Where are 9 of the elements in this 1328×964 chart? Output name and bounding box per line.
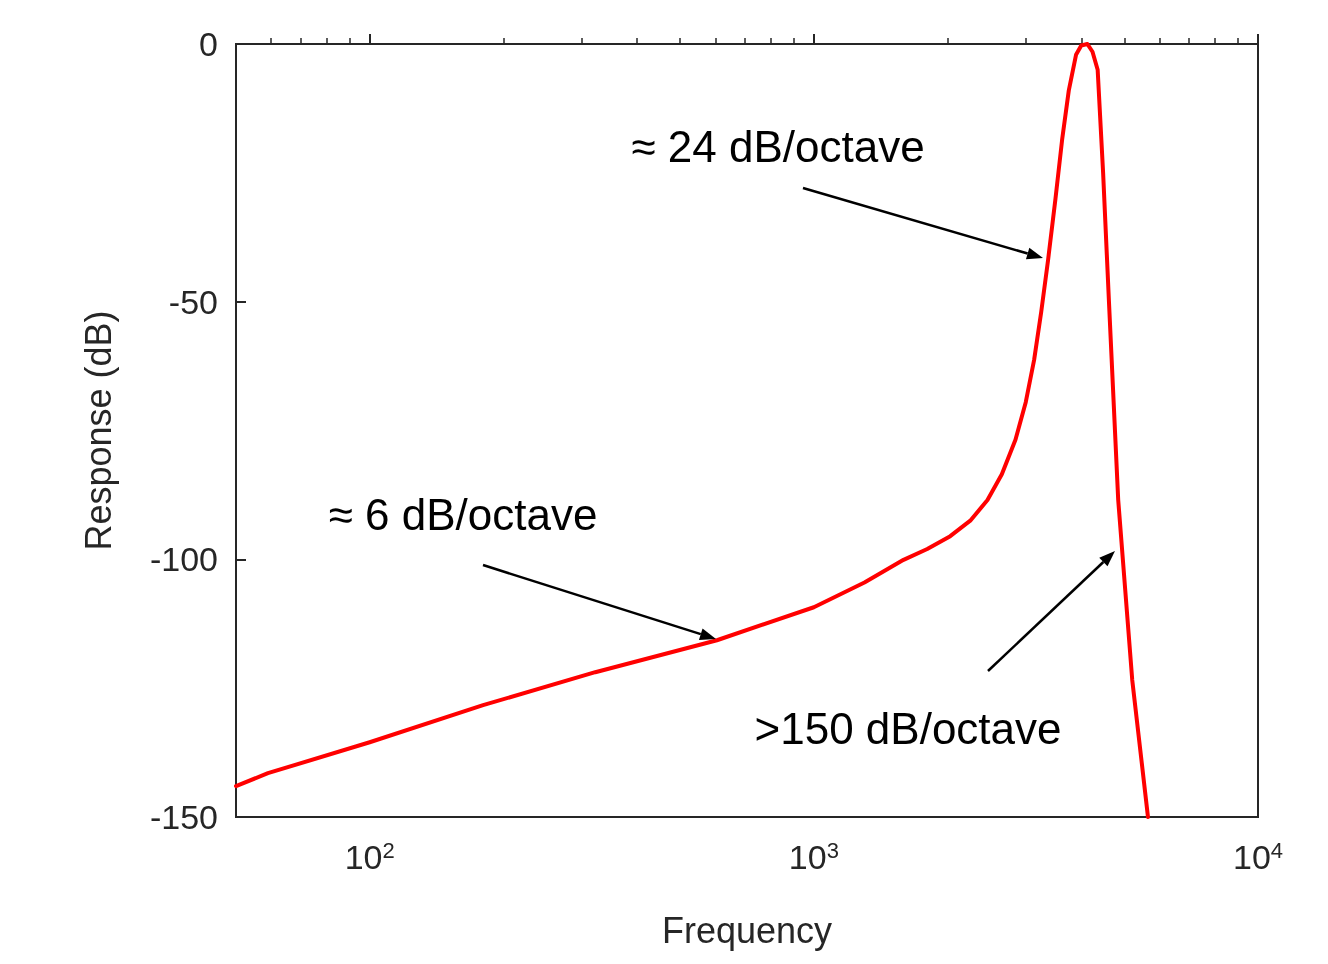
- x-axis-title: Frequency: [661, 909, 833, 951]
- annotation: ≈ 6 dB/octave: [328, 489, 598, 539]
- y-tick-label: -100: [149, 540, 218, 579]
- annotation: >150 dB/octave: [754, 703, 1062, 753]
- y-tick-label: -150: [149, 798, 218, 836]
- y-axis-title: Response (dB): [77, 310, 119, 551]
- y-tick-label: 0: [199, 25, 218, 63]
- annotation: ≈ 24 dB/octave: [631, 121, 925, 171]
- y-tick-label: -50: [168, 282, 218, 321]
